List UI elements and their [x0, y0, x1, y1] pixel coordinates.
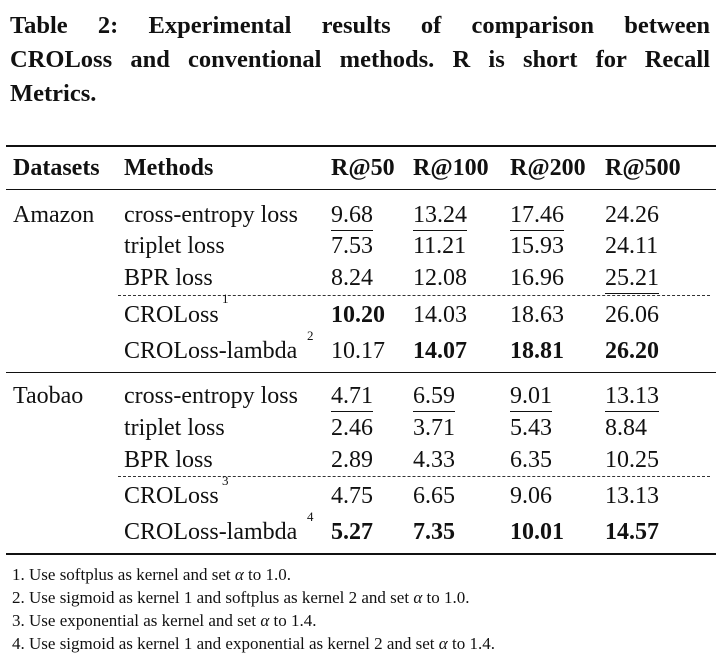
footnote: 2. Use sigmoid as kernel 1 and softplus … — [12, 588, 470, 607]
value-cell: 18.63 — [510, 302, 564, 328]
value-cell: 18.81 — [510, 338, 564, 364]
value-cell: 4.75 — [331, 483, 373, 509]
footnote-marker: 4 — [307, 509, 314, 524]
dataset-label: Taobao — [13, 383, 84, 409]
value-cell: 9.06 — [510, 483, 552, 509]
value-cell: 16.96 — [510, 265, 564, 291]
value-cell: 10.25 — [605, 447, 659, 473]
footnote: 3. Use exponential as kernel and set α t… — [12, 611, 317, 630]
dashed-separator — [118, 476, 710, 477]
value-cell: 26.20 — [605, 338, 659, 364]
value-cell: 9.01 — [510, 382, 552, 412]
dashed-separator — [118, 295, 710, 296]
header-r500: R@500 — [605, 155, 681, 181]
caption-line: Metrics. — [10, 80, 97, 107]
value-cell: 2.89 — [331, 447, 373, 473]
value-cell: 6.65 — [413, 483, 455, 509]
method-label: CROLoss — [124, 302, 219, 328]
value-cell: 7.53 — [331, 233, 373, 259]
value-cell: 5.43 — [510, 415, 552, 441]
header-r200: R@200 — [510, 155, 586, 181]
value-cell: 14.03 — [413, 302, 467, 328]
alpha-symbol: α — [438, 634, 448, 653]
header-methods: Methods — [124, 155, 214, 181]
caption-line: Table 2: Experimental results of compari… — [10, 12, 710, 39]
value-cell: 24.26 — [605, 202, 659, 228]
header-rule — [6, 189, 716, 190]
table-caption: Table 2: Experimental results of compari… — [10, 9, 710, 111]
value-cell: 14.57 — [605, 519, 659, 545]
bottom-rule — [6, 553, 716, 555]
value-cell: 3.71 — [413, 415, 455, 441]
value-cell: 6.35 — [510, 447, 552, 473]
value-cell: 15.93 — [510, 233, 564, 259]
method-label: cross-entropy loss — [124, 202, 298, 228]
alpha-symbol: α — [234, 565, 244, 584]
footnote-marker: 3 — [222, 473, 229, 488]
footnote: 4. Use sigmoid as kernel 1 and exponenti… — [12, 634, 495, 653]
method-label: CROLoss-lambda — [124, 338, 298, 364]
value-cell: 8.84 — [605, 415, 647, 441]
value-cell: 4.71 — [331, 382, 373, 412]
header-r50: R@50 — [331, 155, 395, 181]
footnote-marker: 1 — [222, 291, 229, 306]
group-separator-rule — [6, 372, 716, 373]
footnote-marker: 2 — [307, 328, 314, 343]
value-cell: 7.35 — [413, 519, 455, 545]
method-label: BPR loss — [124, 447, 213, 473]
value-cell: 10.01 — [510, 519, 564, 545]
value-cell: 26.06 — [605, 302, 659, 328]
value-cell: 25.21 — [605, 264, 659, 294]
value-cell: 4.33 — [413, 447, 455, 473]
value-cell: 17.46 — [510, 201, 564, 231]
value-cell: 5.27 — [331, 519, 373, 545]
dataset-label: Amazon — [13, 202, 95, 228]
value-cell: 13.13 — [605, 483, 659, 509]
alpha-symbol: α — [260, 611, 270, 630]
value-cell: 24.11 — [605, 233, 659, 259]
method-label: CROLoss-lambda — [124, 519, 298, 545]
value-cell: 14.07 — [413, 338, 467, 364]
value-cell: 9.68 — [331, 201, 373, 231]
value-cell: 6.59 — [413, 382, 455, 412]
alpha-symbol: α — [413, 588, 423, 607]
value-cell: 2.46 — [331, 415, 373, 441]
footnote: 1. Use softplus as kernel and set α to 1… — [12, 565, 292, 584]
value-cell: 13.13 — [605, 382, 659, 412]
value-cell: 10.17 — [331, 338, 385, 364]
method-label: BPR loss — [124, 265, 213, 291]
method-label: triplet loss — [124, 415, 225, 441]
value-cell: 11.21 — [413, 233, 467, 259]
caption-line: CROLoss and conventional methods. R is s… — [10, 46, 710, 73]
top-rule — [6, 145, 716, 147]
value-cell: 10.20 — [331, 302, 385, 328]
method-label: triplet loss — [124, 233, 225, 259]
header-datasets: Datasets — [13, 155, 100, 181]
value-cell: 12.08 — [413, 265, 467, 291]
value-cell: 13.24 — [413, 201, 467, 231]
header-r100: R@100 — [413, 155, 489, 181]
value-cell: 8.24 — [331, 265, 373, 291]
method-label: cross-entropy loss — [124, 383, 298, 409]
method-label: CROLoss — [124, 483, 219, 509]
